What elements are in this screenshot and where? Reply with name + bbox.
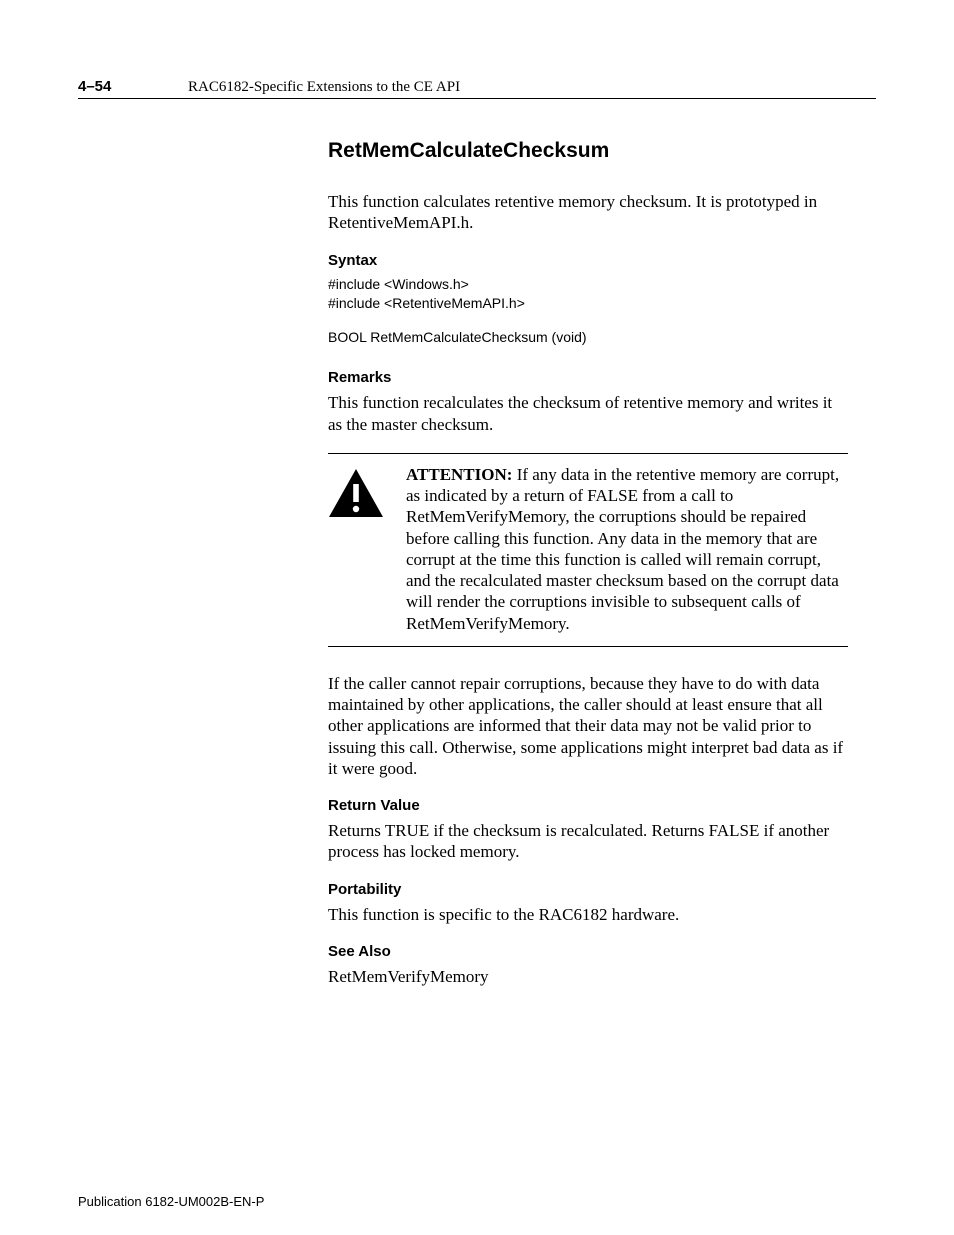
intro-paragraph: This function calculates retentive memor… [328, 191, 848, 234]
attention-body: If any data in the retentive memory are … [406, 465, 839, 633]
page-header: 4–54 RAC6182-Specific Extensions to the … [78, 78, 876, 99]
attention-icon [328, 464, 384, 523]
portability-text: This function is specific to the RAC6182… [328, 904, 848, 925]
header-title: RAC6182-Specific Extensions to the CE AP… [188, 79, 460, 96]
code-line: #include <Windows.h> [328, 275, 848, 295]
page-number: 4–54 [78, 78, 188, 95]
return-value-text: Returns TRUE if the checksum is recalcul… [328, 820, 848, 863]
publication-footer: Publication 6182-UM002B-EN-P [78, 1194, 264, 1209]
syntax-code-includes: #include <Windows.h> #include <Retentive… [328, 275, 848, 314]
section-title: RetMemCalculateChecksum [328, 139, 848, 163]
code-line: BOOL RetMemCalculateChecksum (void) [328, 328, 848, 348]
see-also-text: RetMemVerifyMemory [328, 966, 848, 987]
syntax-heading: Syntax [328, 252, 848, 269]
post-attention-paragraph: If the caller cannot repair corruptions,… [328, 673, 848, 779]
remarks-text: This function recalculates the checksum … [328, 392, 848, 435]
see-also-heading: See Also [328, 943, 848, 960]
attention-text: ATTENTION: If any data in the retentive … [406, 464, 848, 634]
code-line: #include <RetentiveMemAPI.h> [328, 294, 848, 314]
attention-callout: ATTENTION: If any data in the retentive … [328, 453, 848, 647]
remarks-heading: Remarks [328, 369, 848, 386]
syntax-code-decl: BOOL RetMemCalculateChecksum (void) [328, 328, 848, 348]
return-value-heading: Return Value [328, 797, 848, 814]
attention-label: ATTENTION: [406, 465, 512, 484]
portability-heading: Portability [328, 881, 848, 898]
